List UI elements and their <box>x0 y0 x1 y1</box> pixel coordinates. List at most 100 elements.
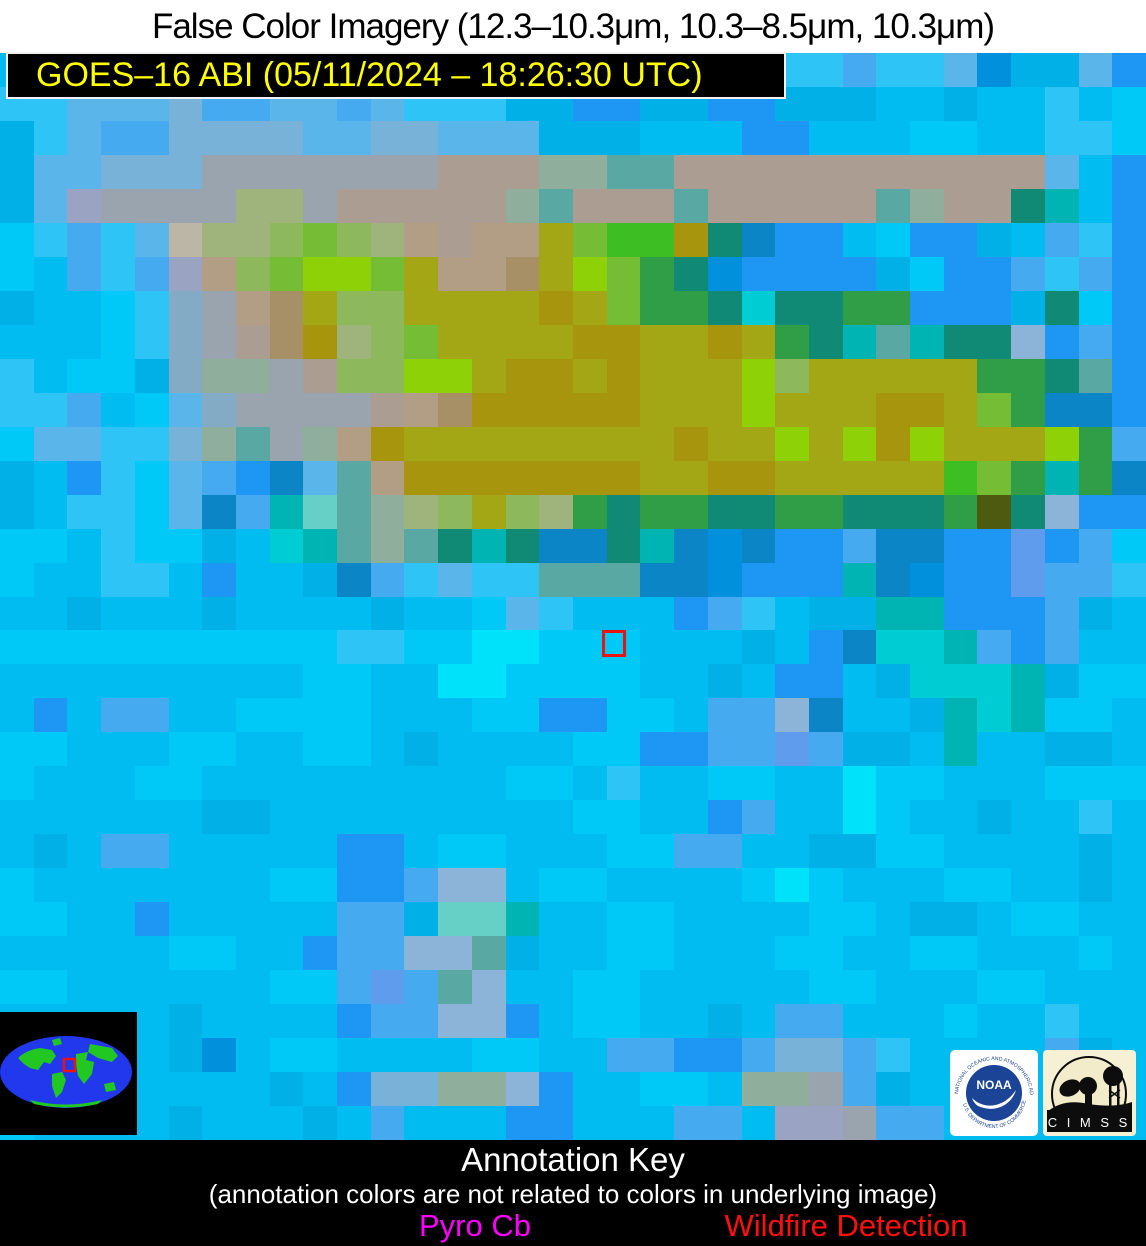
imagery-pixel <box>842 86 877 121</box>
imagery-pixel <box>235 324 270 359</box>
imagery-pixel <box>741 970 776 1005</box>
imagery-pixel <box>404 1004 439 1039</box>
imagery-pixel <box>674 256 708 291</box>
imagery-pixel <box>910 902 944 937</box>
imagery-pixel <box>1078 120 1113 155</box>
imagery-pixel <box>842 290 877 325</box>
imagery-pixel <box>910 698 944 733</box>
imagery-pixel <box>303 936 338 971</box>
imagery-pixel <box>876 562 911 597</box>
imagery-pixel <box>337 494 371 529</box>
imagery-pixel <box>337 222 371 257</box>
imagery-pixel <box>438 800 472 835</box>
imagery-pixel <box>471 1038 506 1073</box>
imagery-pixel <box>741 1106 776 1140</box>
imagery-pixel <box>775 800 809 835</box>
imagery-pixel <box>707 766 742 801</box>
imagery-pixel <box>33 460 68 495</box>
imagery-pixel <box>842 53 877 87</box>
imagery-pixel <box>505 460 540 495</box>
imagery-pixel <box>168 868 203 903</box>
imagery-pixel <box>707 460 742 495</box>
imagery-pixel <box>235 596 270 631</box>
imagery-pixel <box>1078 562 1113 597</box>
imagery-pixel <box>539 290 573 325</box>
imagery-pixel <box>977 528 1012 563</box>
imagery-pixel <box>573 188 607 223</box>
continent-africa-europe <box>76 1052 94 1084</box>
imagery-pixel <box>67 664 102 699</box>
imagery-pixel <box>134 188 169 223</box>
imagery-pixel <box>539 630 573 665</box>
imagery-pixel <box>303 290 338 325</box>
imagery-pixel <box>67 800 102 835</box>
imagery-pixel <box>1078 528 1113 563</box>
imagery-pixel <box>842 1072 877 1107</box>
imagery-pixel <box>775 698 809 733</box>
imagery-pixel <box>471 766 506 801</box>
imagery-pixel <box>404 936 439 971</box>
title-band: False Color Imagery (12.3–10.3μm, 10.3–8… <box>0 0 1146 53</box>
imagery-pixel <box>101 868 135 903</box>
imagery-pixel <box>235 1038 270 1073</box>
imagery-pixel <box>202 562 236 597</box>
imagery-pixel <box>101 732 135 767</box>
imagery-pixel <box>438 290 472 325</box>
imagery-pixel <box>269 902 304 937</box>
imagery-pixel <box>202 936 236 971</box>
imagery-pixel <box>640 256 675 291</box>
imagery-pixel <box>370 834 405 869</box>
imagery-pixel <box>67 698 102 733</box>
imagery-pixel <box>640 188 675 223</box>
imagery-pixel <box>303 732 338 767</box>
imagery-pixel <box>842 460 877 495</box>
imagery-pixel <box>910 53 944 87</box>
imagery-pixel <box>303 256 338 291</box>
imagery-pixel <box>370 868 405 903</box>
imagery-pixel <box>337 188 371 223</box>
imagery-pixel <box>471 732 506 767</box>
imagery-pixel <box>303 1004 338 1039</box>
imagery-pixel <box>606 188 641 223</box>
imagery-pixel <box>303 324 338 359</box>
imagery-pixel <box>741 290 776 325</box>
imagery-pixel <box>876 222 911 257</box>
imagery-pixel <box>977 664 1012 699</box>
imagery-pixel <box>33 392 68 427</box>
imagery-pixel <box>269 460 304 495</box>
imagery-pixel <box>674 936 708 971</box>
imagery-pixel <box>876 732 911 767</box>
imagery-pixel <box>910 1072 944 1107</box>
imagery-pixel <box>775 188 809 223</box>
imagery-pixel <box>370 358 405 393</box>
imagery-pixel <box>977 698 1012 733</box>
imagery-pixel <box>775 324 809 359</box>
imagery-pixel <box>471 222 506 257</box>
imagery-pixel <box>33 664 68 699</box>
globe-locator-inset <box>0 1012 137 1135</box>
imagery-pixel <box>202 970 236 1005</box>
imagery-pixel <box>943 562 978 597</box>
imagery-pixel <box>67 766 102 801</box>
imagery-pixel <box>876 256 911 291</box>
imagery-pixel <box>370 664 405 699</box>
imagery-pixel <box>741 120 776 155</box>
imagery-pixel <box>1011 256 1045 291</box>
imagery-pixel <box>134 528 169 563</box>
imagery-pixel <box>202 222 236 257</box>
timestamp-banner-text: GOES–16 ABI (05/11/2024 – 18:26:30 UTC) <box>36 56 703 94</box>
imagery-pixel <box>67 494 102 529</box>
imagery-pixel <box>775 766 809 801</box>
imagery-pixel <box>573 936 607 971</box>
imagery-pixel <box>943 766 978 801</box>
imagery-pixel <box>808 596 843 631</box>
imagery-pixel <box>404 528 439 563</box>
imagery-pixel <box>1078 53 1113 87</box>
imagery-pixel <box>370 528 405 563</box>
imagery-pixel <box>168 1072 203 1107</box>
imagery-pixel <box>910 970 944 1005</box>
imagery-pixel <box>202 630 236 665</box>
imagery-pixel <box>808 1106 843 1140</box>
imagery-pixel <box>876 426 911 461</box>
imagery-pixel <box>573 392 607 427</box>
